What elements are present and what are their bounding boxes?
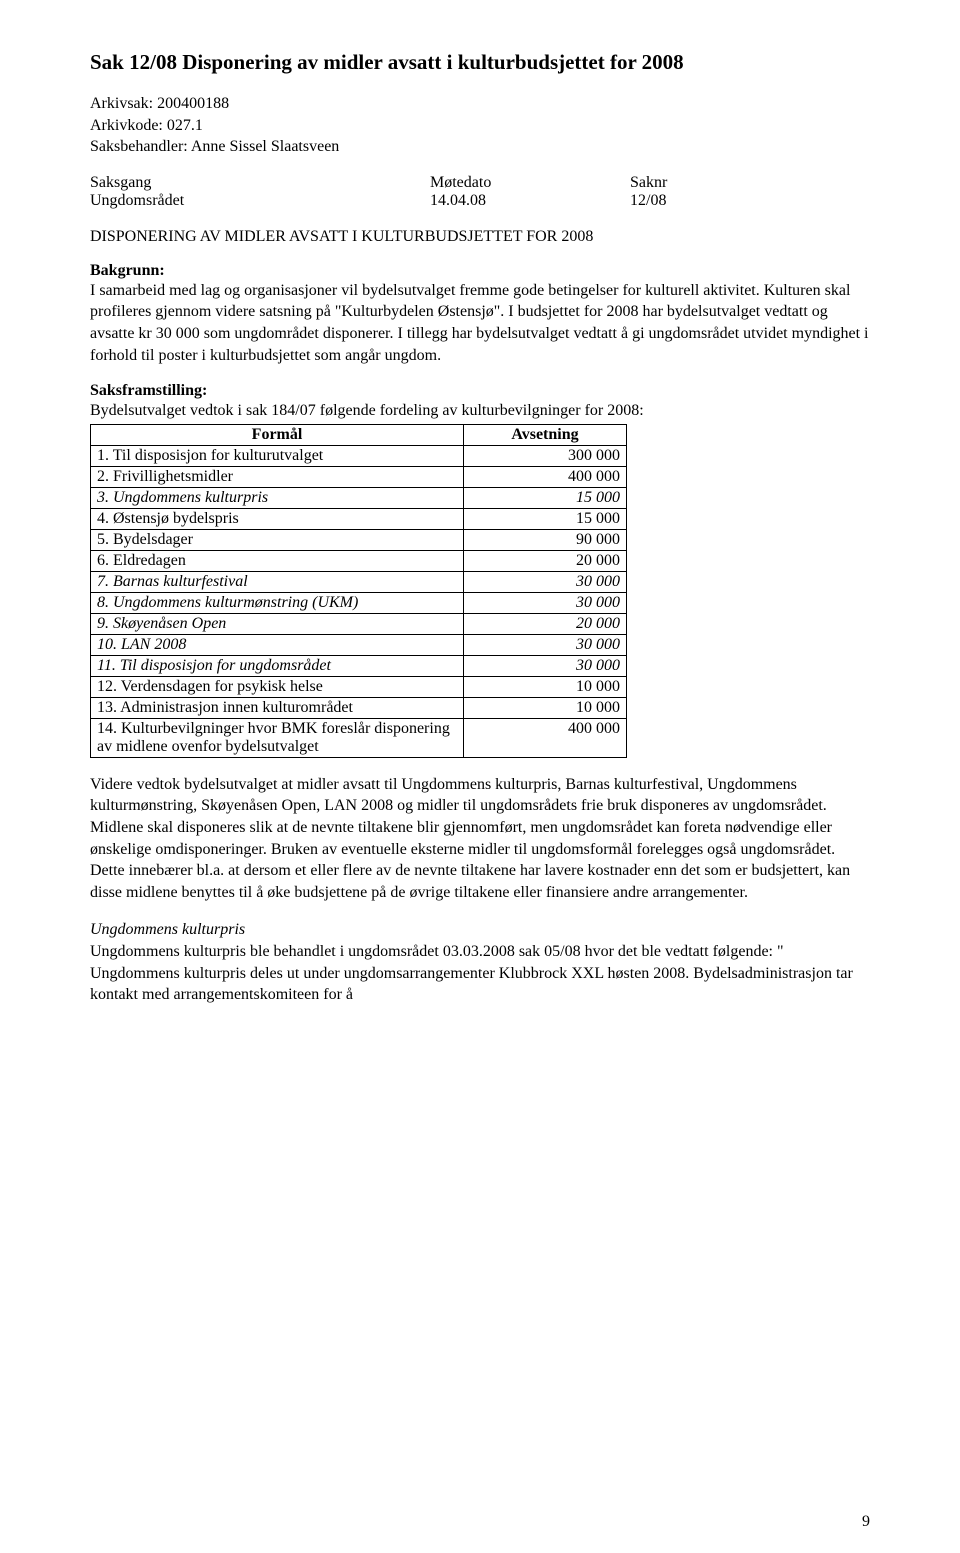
table-row: 8. Ungdommens kulturmønstring (UKM)30 00… xyxy=(91,592,627,613)
table-cell-label: 12. Verdensdagen for psykisk helse xyxy=(91,676,464,697)
table-cell-value: 30 000 xyxy=(464,592,627,613)
table-row: 1. Til disposisjon for kulturutvalget300… xyxy=(91,445,627,466)
table-cell-value: 30 000 xyxy=(464,571,627,592)
table-row: 4. Østensjø bydelspris15 000 xyxy=(91,508,627,529)
saksgang-r1c3: 12/08 xyxy=(630,192,750,210)
saksgang-h2: Møtedato xyxy=(430,174,630,192)
table-cell-label: 2. Frivillighetsmidler xyxy=(91,466,464,487)
page-number: 9 xyxy=(862,1513,870,1531)
table-row: 5. Bydelsdager90 000 xyxy=(91,529,627,550)
th-label: Formål xyxy=(91,424,464,445)
table-cell-value: 10 000 xyxy=(464,697,627,718)
table-cell-label: 9. Skøyenåsen Open xyxy=(91,613,464,634)
saksframstilling-label: Saksframstilling: xyxy=(90,382,870,400)
table-row: 2. Frivillighetsmidler400 000 xyxy=(91,466,627,487)
table-cell-value: 20 000 xyxy=(464,613,627,634)
allocation-table: Formål Avsetning 1. Til disposisjon for … xyxy=(90,424,627,758)
page-title: Sak 12/08 Disponering av midler avsatt i… xyxy=(90,50,870,75)
table-row: 11. Til disposisjon for ungdomsrådet30 0… xyxy=(91,655,627,676)
caps-title: DISPONERING AV MIDLER AVSATT I KULTURBUD… xyxy=(90,228,870,246)
table-row: 7. Barnas kulturfestival30 000 xyxy=(91,571,627,592)
arkivsak-value: 200400188 xyxy=(157,95,229,112)
bakgrunn-text: I samarbeid med lag og organisasjoner vi… xyxy=(90,280,870,366)
table-cell-label: 8. Ungdommens kulturmønstring (UKM) xyxy=(91,592,464,613)
table-row: 10. LAN 200830 000 xyxy=(91,634,627,655)
table-cell-value: 30 000 xyxy=(464,634,627,655)
arkivkode-label: Arkivkode: xyxy=(90,117,163,134)
table-cell-label: 5. Bydelsdager xyxy=(91,529,464,550)
table-cell-label: 1. Til disposisjon for kulturutvalget xyxy=(91,445,464,466)
table-row: 6. Eldredagen20 000 xyxy=(91,550,627,571)
table-cell-value: 400 000 xyxy=(464,718,627,757)
saksgang-block: Saksgang Møtedato Saknr Ungdomsrådet 14.… xyxy=(90,174,870,210)
table-row: 12. Verdensdagen for psykisk helse10 000 xyxy=(91,676,627,697)
table-cell-value: 10 000 xyxy=(464,676,627,697)
table-cell-label: 13. Administrasjon innen kulturområdet xyxy=(91,697,464,718)
table-cell-label: 7. Barnas kulturfestival xyxy=(91,571,464,592)
table-row: 3. Ungdommens kulturpris15 000 xyxy=(91,487,627,508)
table-row: 9. Skøyenåsen Open20 000 xyxy=(91,613,627,634)
saksframstilling-intro: Bydelsutvalget vedtok i sak 184/07 følge… xyxy=(90,400,870,422)
table-cell-label: 11. Til disposisjon for ungdomsrådet xyxy=(91,655,464,676)
saksgang-h1: Saksgang xyxy=(90,174,430,192)
table-cell-label: 10. LAN 2008 xyxy=(91,634,464,655)
saksbehandler-line: Saksbehandler: Anne Sissel Slaatsveen xyxy=(90,136,870,158)
table-cell-value: 300 000 xyxy=(464,445,627,466)
table-cell-value: 15 000 xyxy=(464,487,627,508)
videre-para: Videre vedtok bydelsutvalget at midler a… xyxy=(90,774,870,904)
table-cell-label: 4. Østensjø bydelspris xyxy=(91,508,464,529)
saksbehandler-value: Anne Sissel Slaatsveen xyxy=(191,138,339,155)
arkivkode-line: Arkivkode: 027.1 xyxy=(90,115,870,137)
saksgang-header: Saksgang Møtedato Saknr xyxy=(90,174,870,192)
saksgang-r1c2: 14.04.08 xyxy=(430,192,630,210)
table-cell-label: 6. Eldredagen xyxy=(91,550,464,571)
table-cell-label: 3. Ungdommens kulturpris xyxy=(91,487,464,508)
table-cell-value: 20 000 xyxy=(464,550,627,571)
arkivsak-label: Arkivsak: xyxy=(90,95,153,112)
table-cell-label: 14. Kulturbevilgninger hvor BMK foreslår… xyxy=(91,718,464,757)
saksbehandler-label: Saksbehandler: xyxy=(90,138,188,155)
bakgrunn-label: Bakgrunn: xyxy=(90,262,870,280)
arkivsak-line: Arkivsak: 200400188 xyxy=(90,93,870,115)
saksgang-r1c1: Ungdomsrådet xyxy=(90,192,430,210)
table-cell-value: 400 000 xyxy=(464,466,627,487)
table-cell-value: 30 000 xyxy=(464,655,627,676)
saksgang-h3: Saknr xyxy=(630,174,750,192)
meta-block: Arkivsak: 200400188 Arkivkode: 027.1 Sak… xyxy=(90,93,870,158)
th-value: Avsetning xyxy=(464,424,627,445)
table-cell-value: 15 000 xyxy=(464,508,627,529)
kulturpris-heading: Ungdommens kulturpris xyxy=(90,919,870,941)
table-cell-value: 90 000 xyxy=(464,529,627,550)
kulturpris-text: Ungdommens kulturpris ble behandlet i un… xyxy=(90,941,870,1006)
table-row: 13. Administrasjon innen kulturområdet10… xyxy=(91,697,627,718)
page: Sak 12/08 Disponering av midler avsatt i… xyxy=(0,0,960,1553)
table-row: 14. Kulturbevilgninger hvor BMK foreslår… xyxy=(91,718,627,757)
saksgang-row: Ungdomsrådet 14.04.08 12/08 xyxy=(90,192,870,210)
arkivkode-value: 027.1 xyxy=(167,117,203,134)
table-header-row: Formål Avsetning xyxy=(91,424,627,445)
